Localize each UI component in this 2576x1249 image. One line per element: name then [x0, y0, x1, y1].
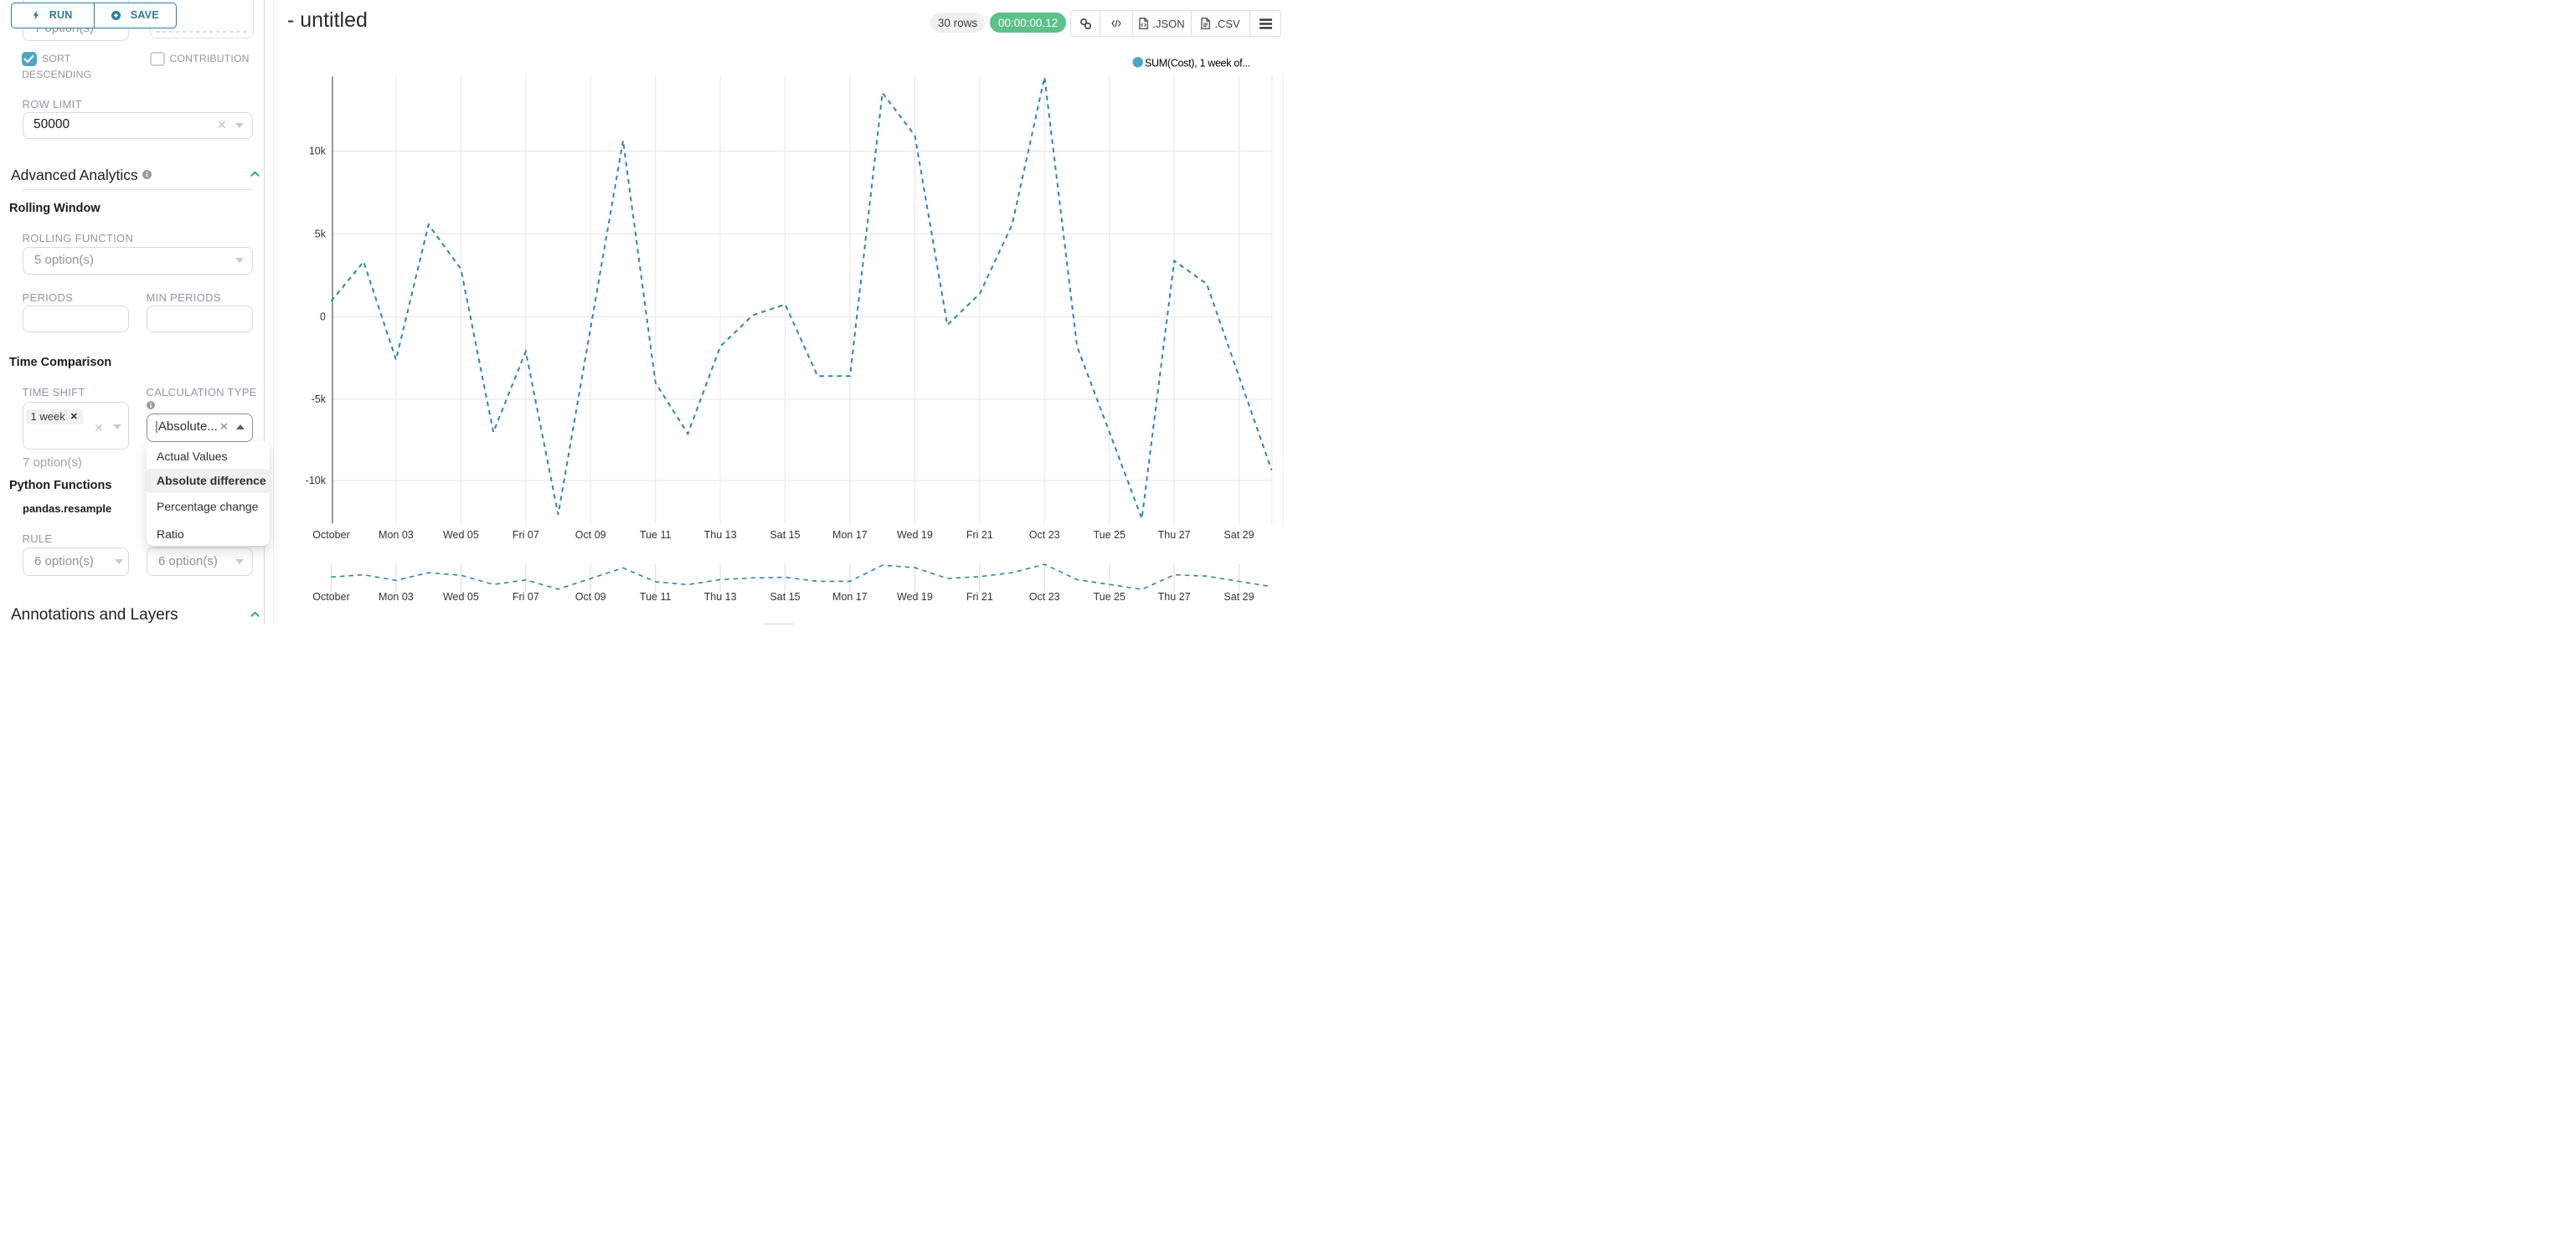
svg-text:Fri 07: Fri 07: [513, 529, 539, 541]
svg-text:Fri 21: Fri 21: [966, 591, 993, 603]
svg-text:Wed 19: Wed 19: [897, 591, 933, 603]
svg-text:Sat 15: Sat 15: [770, 529, 800, 541]
svg-text:10k: 10k: [309, 146, 327, 157]
svg-text:Mon 17: Mon 17: [832, 529, 868, 541]
svg-text:0: 0: [320, 311, 326, 323]
svg-text:5k: 5k: [315, 229, 327, 240]
svg-text:-10k: -10k: [306, 475, 327, 486]
svg-text:Tue 25: Tue 25: [1093, 591, 1126, 603]
svg-text:Oct 09: Oct 09: [575, 529, 606, 541]
svg-text:-5k: -5k: [312, 393, 327, 405]
svg-text:Thu 27: Thu 27: [1158, 529, 1191, 541]
svg-text:Tue 11: Tue 11: [640, 591, 672, 603]
svg-text:Mon 03: Mon 03: [379, 591, 414, 603]
svg-text:Sat 29: Sat 29: [1224, 591, 1254, 603]
svg-text:Wed 05: Wed 05: [443, 591, 479, 603]
svg-text:October: October: [312, 529, 349, 541]
svg-text:Mon 17: Mon 17: [832, 591, 868, 603]
svg-text:Sat 29: Sat 29: [1224, 529, 1254, 541]
svg-text:Wed 05: Wed 05: [443, 529, 479, 541]
svg-text:SUM(Cost), 1 week of...: SUM(Cost), 1 week of...: [1145, 58, 1250, 69]
svg-text:Sat 15: Sat 15: [770, 591, 800, 603]
svg-text:Thu 13: Thu 13: [704, 591, 737, 603]
svg-text:Oct 23: Oct 23: [1029, 591, 1060, 603]
svg-text:Thu 27: Thu 27: [1158, 591, 1191, 603]
svg-text:October: October: [312, 591, 349, 603]
svg-text:Fri 07: Fri 07: [513, 591, 539, 603]
svg-text:Tue 25: Tue 25: [1093, 529, 1126, 541]
svg-text:Tue 11: Tue 11: [640, 529, 672, 541]
svg-text:Oct 09: Oct 09: [575, 591, 606, 603]
svg-text:Mon 03: Mon 03: [379, 529, 414, 541]
svg-text:Thu 13: Thu 13: [704, 529, 737, 541]
svg-text:Oct 23: Oct 23: [1029, 529, 1060, 541]
svg-text:Fri 21: Fri 21: [966, 529, 993, 541]
svg-text:Wed 19: Wed 19: [897, 529, 933, 541]
